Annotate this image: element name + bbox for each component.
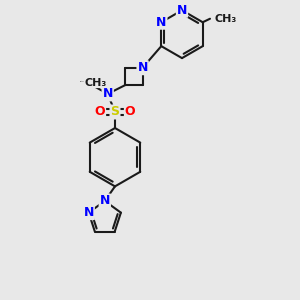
Text: S: S [110, 106, 119, 118]
Text: methyl: methyl [80, 81, 85, 82]
Text: N: N [100, 194, 110, 208]
Text: CH₃: CH₃ [214, 14, 237, 24]
Text: O: O [125, 106, 136, 118]
Text: N: N [83, 206, 94, 219]
Text: N: N [103, 87, 113, 101]
Text: N: N [156, 16, 166, 29]
Text: O: O [94, 106, 105, 118]
Text: CH₃: CH₃ [84, 77, 106, 88]
Text: N: N [177, 4, 187, 17]
Text: N: N [137, 61, 148, 74]
